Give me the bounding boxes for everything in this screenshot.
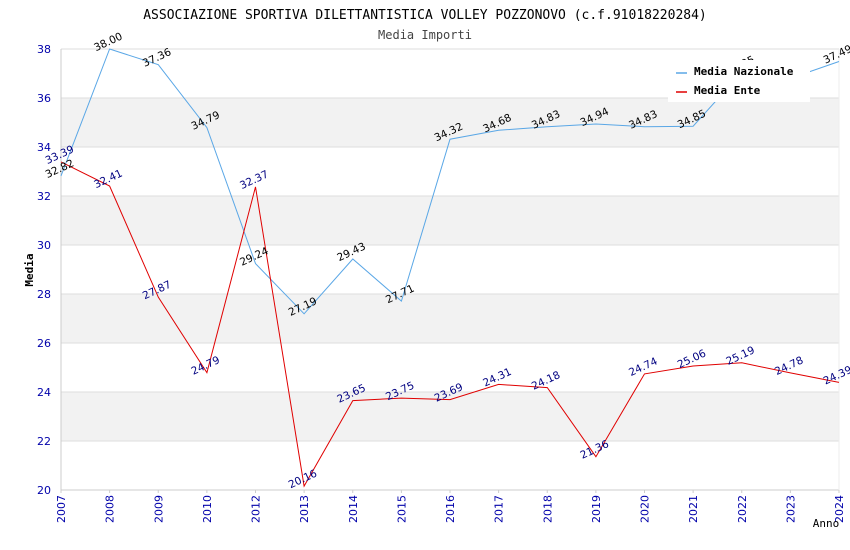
x-tick-label: 2023 xyxy=(784,495,797,523)
y-tick-label: 36 xyxy=(37,92,51,105)
data-label-media-ente: 21.36 xyxy=(578,438,611,462)
series-lines xyxy=(60,48,840,488)
legend-label-media-ente: Media Ente xyxy=(694,84,761,97)
x-tick-label: 2018 xyxy=(541,495,554,523)
x-tick-label: 2020 xyxy=(639,495,652,523)
data-label-media-nazionale: 37.36 xyxy=(141,46,174,70)
x-tick-label: 2019 xyxy=(590,495,603,523)
x-tick-labels: 2007 2008 2009 2010 2012 2013 2014 2015 2016 2017… xyxy=(55,495,846,523)
y-tick-label: 34 xyxy=(37,141,51,154)
grid-bands xyxy=(61,98,839,441)
x-tick-label: 2007 xyxy=(55,495,68,523)
data-label-media-ente: 20.16 xyxy=(287,467,320,491)
y-tick-label: 26 xyxy=(37,337,51,350)
x-tick-label: 2017 xyxy=(493,495,506,523)
x-tick-label: 2012 xyxy=(250,495,263,523)
x-tick-label: 2009 xyxy=(152,495,165,523)
x-tick-label: 2015 xyxy=(395,495,408,523)
y-tick-label: 24 xyxy=(37,386,51,399)
data-label-media-ente: 24.39 xyxy=(822,364,850,388)
y-tick-label: 32 xyxy=(37,190,51,203)
x-tick-label: 2014 xyxy=(347,495,360,523)
data-label-media-ente: 24.18 xyxy=(530,369,562,393)
chart-title: ASSOCIAZIONE SPORTIVA DILETTANTISTICA VO… xyxy=(143,8,707,23)
axes xyxy=(60,49,840,493)
grid-band xyxy=(61,392,839,441)
data-label-media-ente: 25.19 xyxy=(724,344,756,368)
series-line-media-ente xyxy=(60,161,840,488)
chart-subtitle: Media Importi xyxy=(378,28,472,42)
grid-band xyxy=(61,294,839,343)
legend-label-media-nazionale: Media Nazionale xyxy=(694,65,794,78)
x-tick-label: 2013 xyxy=(298,495,311,523)
data-label-media-nazionale: 38.00 xyxy=(92,30,124,54)
y-axis-label: Media xyxy=(23,253,36,286)
data-label-media-ente: 24.31 xyxy=(481,366,513,390)
series-line-media-nazionale xyxy=(60,48,840,315)
x-tick-label: 2016 xyxy=(444,495,457,523)
y-tick-label: 30 xyxy=(37,239,51,252)
data-label-media-ente: 32.41 xyxy=(92,167,124,191)
x-tick-label: 2010 xyxy=(201,495,214,523)
x-tick-label: 2008 xyxy=(104,495,117,523)
data-label-media-ente: 32.37 xyxy=(238,168,270,192)
grid-band xyxy=(61,196,839,245)
legend-box xyxy=(668,60,810,102)
legend: Media Nazionale Media Ente xyxy=(668,60,810,102)
y-tick-label: 28 xyxy=(37,288,51,301)
x-tick-label: 2022 xyxy=(736,495,749,523)
y-tick-label: 38 xyxy=(37,43,51,56)
data-label-media-ente: 24.79 xyxy=(189,354,221,378)
data-label-media-nazionale: 29.24 xyxy=(238,245,271,269)
x-tick-label: 2021 xyxy=(687,495,700,523)
x-tick-label: 2024 xyxy=(833,495,846,523)
x-axis-label: Anno xyxy=(813,517,840,530)
y-tick-label: 22 xyxy=(37,435,51,448)
y-tick-labels: 20 22 24 26 28 30 32 34 36 38 xyxy=(37,43,51,497)
data-label-media-ente: 25.06 xyxy=(676,347,709,371)
y-tick-label: 20 xyxy=(37,484,51,497)
